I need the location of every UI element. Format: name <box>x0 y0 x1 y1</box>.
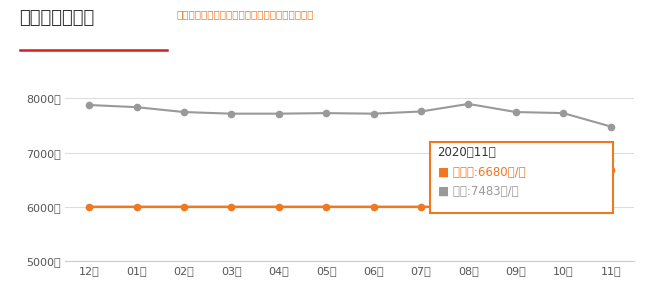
Text: （房价数据由安居客综合计算所得，供您参考！）: （房价数据由安居客综合计算所得，供您参考！） <box>177 9 314 19</box>
FancyBboxPatch shape <box>430 142 613 213</box>
Text: 2020年11月: 2020年11月 <box>438 146 496 159</box>
Text: ■ 崇仁县:6680元/㎡: ■ 崇仁县:6680元/㎡ <box>438 166 525 179</box>
Text: ■ 抚州:7483元/㎡: ■ 抚州:7483元/㎡ <box>438 185 518 198</box>
Text: 崇仁县房价走势: 崇仁县房价走势 <box>20 9 95 27</box>
